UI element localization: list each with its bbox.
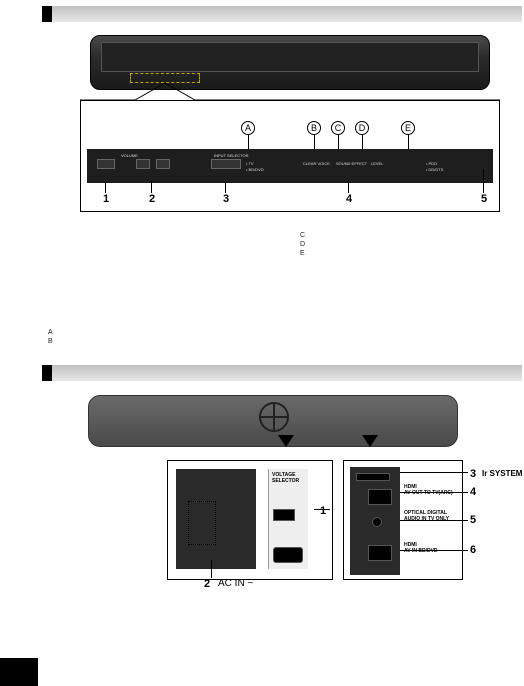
volume-label: VOLUME <box>121 153 138 158</box>
rear-leader-5 <box>400 520 468 521</box>
rear-num-3: 3 <box>470 468 476 480</box>
rear-leader-2 <box>211 560 212 578</box>
rear-num-2: 2 <box>204 578 210 590</box>
soundeffect-label: SOUND EFFECT <box>336 161 367 166</box>
leader-n1 <box>105 181 106 193</box>
hdmi-in-port <box>368 545 392 561</box>
right-col-e: E <box>300 250 305 257</box>
rear-leader-3 <box>400 472 468 473</box>
indicator-letter-e: E <box>401 121 415 135</box>
hdmi-out-port <box>368 489 392 505</box>
ac-in-text: AC IN ~ <box>218 578 253 589</box>
rear-num-5: 5 <box>470 514 476 526</box>
ir-system-text: Ir SYSTEM <box>482 469 522 478</box>
rear-detail-left: VOLTAGE SELECTOR 1 <box>167 460 333 580</box>
indicator-letter-c: C <box>331 121 345 135</box>
page-number-box <box>0 658 38 686</box>
ddts-label: • DD/DTS <box>426 167 443 172</box>
section-bar-2 <box>52 365 522 381</box>
vol-up-button <box>156 159 170 169</box>
indicator-letter-b: B <box>307 121 321 135</box>
front-detail-box: A B C D E VOLUME INPUT SELECTOR • TV • B… <box>80 100 500 212</box>
soundbar-front-face <box>101 42 479 72</box>
arrow-left <box>278 435 294 447</box>
rear-leader-6 <box>400 550 468 551</box>
arrow-right <box>362 435 378 447</box>
power-button <box>97 159 115 169</box>
soundbar-rear-illustration <box>88 395 458 447</box>
rear-num-4: 4 <box>470 486 476 498</box>
voltage-label: VOLTAGE SELECTOR <box>272 473 306 484</box>
optical-port <box>372 517 382 527</box>
rear-leader-4 <box>400 492 468 493</box>
rear-num-6: 6 <box>470 544 476 556</box>
front-num-4: 4 <box>346 193 352 205</box>
front-num-2: 2 <box>149 193 155 205</box>
leader-c <box>338 135 339 149</box>
bddvd-label: • BD/DVD <box>246 167 264 172</box>
leader-n2 <box>151 181 152 193</box>
ac-in-port <box>273 547 303 563</box>
left-col-b: B <box>48 338 53 345</box>
indicator-letter-d: D <box>355 121 369 135</box>
voltage-switch-outline <box>188 501 216 545</box>
level-label: LEVEL <box>371 161 383 166</box>
leader-a <box>248 135 249 149</box>
ir-port <box>356 473 390 481</box>
leader-b <box>314 135 315 149</box>
rear-left-label-area: VOLTAGE SELECTOR <box>268 469 308 569</box>
right-col-c: C <box>300 232 305 239</box>
leader-n3 <box>225 181 226 193</box>
right-col-d: D <box>300 241 305 248</box>
front-num-3: 3 <box>223 193 229 205</box>
vol-down-button <box>136 159 150 169</box>
front-num-5: 5 <box>481 193 487 205</box>
rear-right-panel <box>350 467 400 575</box>
tv-label: • TV <box>246 161 254 166</box>
leader-n5 <box>483 169 484 193</box>
section-bar-1 <box>52 6 522 22</box>
indicator-letter-a: A <box>241 121 255 135</box>
input-selector-button <box>211 159 241 169</box>
leader-n4 <box>348 181 349 193</box>
leader-d <box>362 135 363 149</box>
leader-e <box>408 135 409 149</box>
vent-icon <box>259 402 289 432</box>
section-marker-2 <box>42 365 52 381</box>
section-marker-1 <box>42 6 52 22</box>
front-num-1: 1 <box>103 193 109 205</box>
pdd-label: • PDD <box>426 161 437 166</box>
clearvoice-label: CLEAR VOICE <box>303 161 330 166</box>
input-label: INPUT SELECTOR <box>214 153 249 158</box>
voltage-selector-port <box>273 509 295 521</box>
rear-num-1: 1 <box>320 505 326 517</box>
left-col-a: A <box>48 329 53 336</box>
